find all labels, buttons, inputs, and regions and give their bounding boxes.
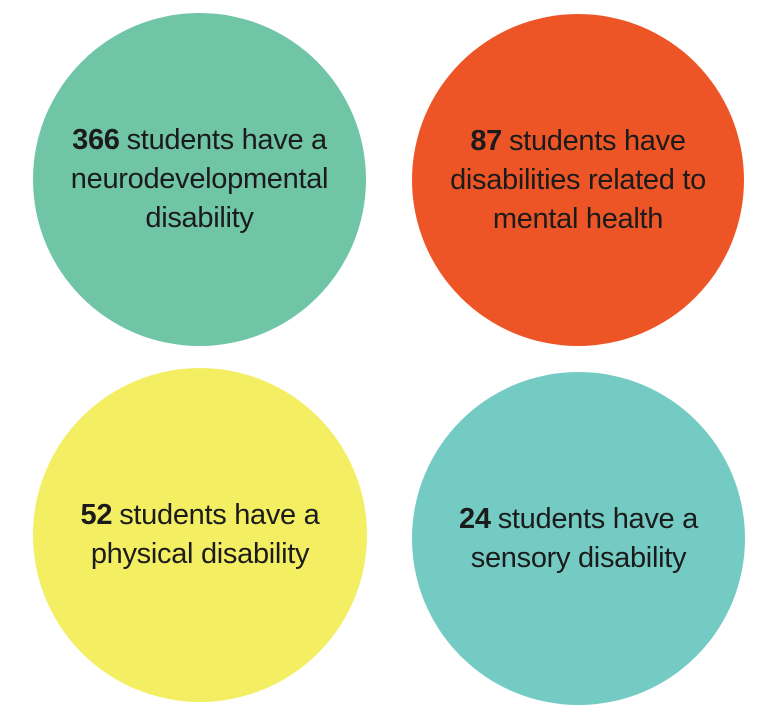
bubble-physical-disability: 52 students have a physical disability	[33, 368, 367, 702]
bubble-label: 87 students have disabilities related to …	[440, 122, 716, 239]
bubble-text-line: disabilities related to	[450, 163, 706, 196]
bubble-text-line: 87 students have	[450, 122, 706, 161]
bubble-text: students have a	[119, 499, 320, 531]
bubble-label: 24 students have a sensory disability	[449, 500, 708, 578]
bubble-text: students have	[508, 124, 686, 157]
bubble-sensory-disability: 24 students have a sensory disability	[412, 372, 745, 705]
bubble-label: 366 students have a neurodevelopmental di…	[61, 121, 338, 238]
bubble-value: 366	[72, 124, 120, 156]
bubble-text-line: 366 students have a	[71, 121, 328, 160]
bubble-text-line: 24 students have a	[459, 500, 698, 539]
bubble-value: 52	[80, 499, 113, 531]
bubble-neurodevelopmental-disability: 366 students have a neurodevelopmental di…	[33, 13, 366, 346]
bubble-mental-health-disabilities: 87 students have disabilities related to …	[412, 14, 744, 346]
bubble-text-line: mental health	[492, 202, 664, 235]
bubble-text: students have a	[126, 124, 328, 156]
bubble-value: 24	[459, 502, 491, 535]
bubble-value: 87	[470, 124, 502, 157]
bubble-text: students have a	[497, 502, 699, 535]
bubble-text-line: sensory disability	[470, 541, 687, 574]
bubble-label: 52 students have a physical disability	[71, 496, 330, 574]
bubble-text-line: physical disability	[90, 538, 310, 570]
bubble-text-line: 52 students have a	[81, 496, 320, 535]
bubble-text-line: neurodevelopmental	[70, 163, 329, 195]
bubble-text-line: disability	[145, 202, 254, 234]
